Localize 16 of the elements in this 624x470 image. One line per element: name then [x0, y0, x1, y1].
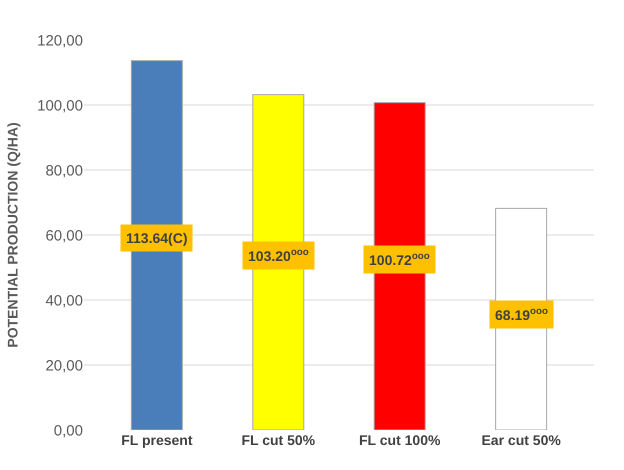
- y-tick-label: 0,00: [54, 422, 83, 440]
- x-tick-label: FL cut 50%: [241, 432, 316, 448]
- y-tick-label: 60,00: [45, 227, 83, 244]
- data-label: 113.64(C): [126, 230, 188, 246]
- y-tick-label: 80,00: [45, 162, 83, 180]
- y-axis-title: POTENTIAL PRODUCTION (Q/HA): [4, 122, 21, 348]
- x-tick-label: FL cut 100%: [358, 432, 441, 448]
- data-label: 68.19$^{ooo}$: [495, 306, 548, 323]
- x-tick-label: FL present: [121, 432, 193, 448]
- x-tick-label: Ear cut 50%: [481, 432, 562, 448]
- y-tick-label: 40,00: [45, 292, 83, 310]
- data-label: 100.72$^{ooo}$: [369, 251, 430, 268]
- data-label: 103.20$^{ooo}$: [248, 247, 309, 264]
- y-tick-label: 120,00: [37, 32, 83, 50]
- y-tick-label: 100,00: [37, 97, 83, 114]
- y-tick-label: 20,00: [45, 357, 83, 374]
